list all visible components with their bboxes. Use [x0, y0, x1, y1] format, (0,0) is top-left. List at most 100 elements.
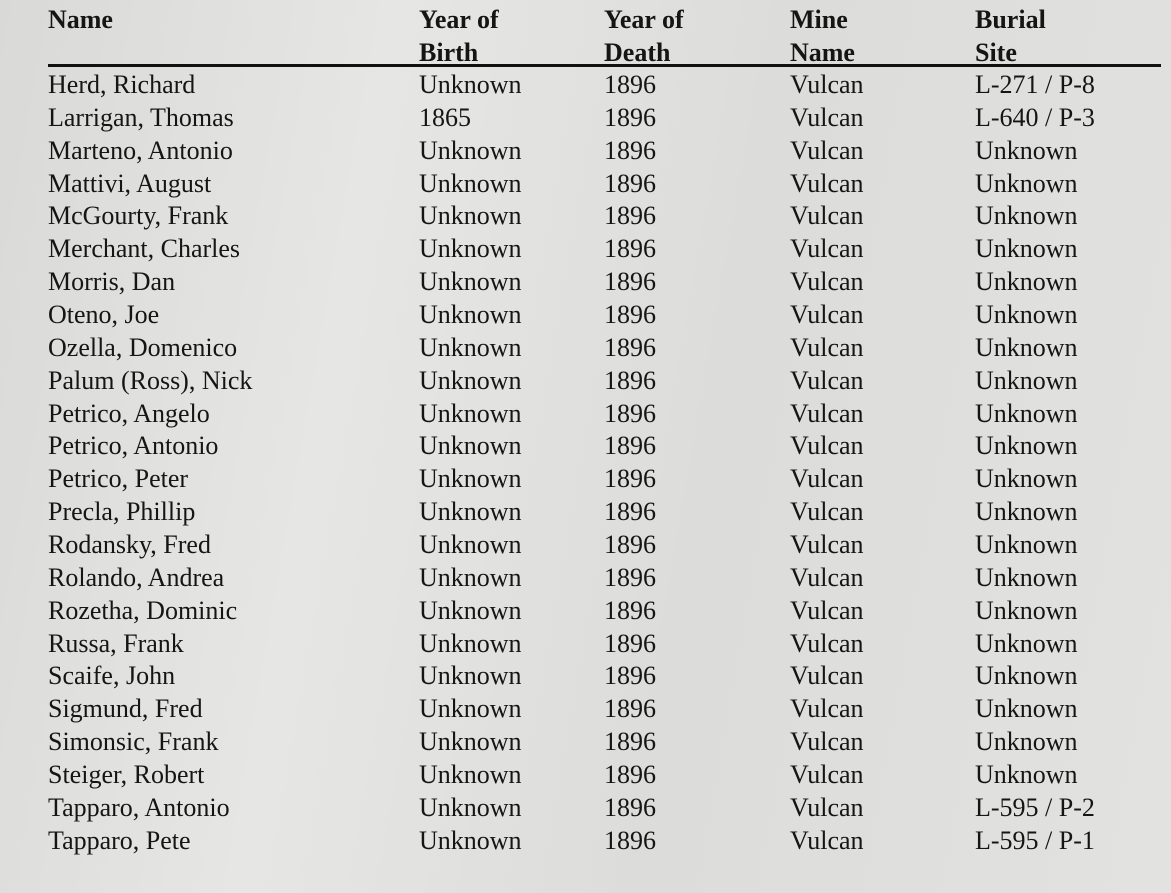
- cell-year-of-birth: Unknown: [419, 562, 522, 592]
- cell-mine-name: Vulcan: [790, 431, 864, 461]
- cell-year-of-birth: Unknown: [419, 365, 522, 395]
- cell-year-of-birth: Unknown: [419, 628, 522, 658]
- cell-name: Sigmund, Fred: [48, 694, 203, 724]
- cell-burial-site: Unknown: [975, 300, 1078, 330]
- table-row: Larrigan, Thomas 1865 1896 Vulcan L-640 / P-…: [0, 102, 1171, 135]
- cell-year-of-birth: Unknown: [419, 431, 522, 461]
- cell-burial-site: Unknown: [975, 595, 1078, 625]
- cell-burial-site: Unknown: [975, 431, 1078, 461]
- cell-mine-name: Vulcan: [790, 332, 864, 362]
- cell-year-of-birth: Unknown: [419, 70, 522, 99]
- header-year-of-death: Year of Death: [604, 3, 684, 69]
- cell-mine-name: Vulcan: [790, 727, 864, 757]
- cell-year-of-birth: Unknown: [419, 727, 522, 757]
- cell-name: Petrico, Angelo: [48, 398, 210, 428]
- cell-year-of-birth: Unknown: [419, 792, 522, 822]
- table-row: Rodansky, Fred Unknown 1896 Vulcan Unknown: [0, 529, 1171, 562]
- cell-name: Herd, Richard: [48, 70, 196, 99]
- cell-burial-site: L-595 / P-1: [975, 825, 1095, 855]
- cell-year-of-birth: Unknown: [419, 234, 522, 264]
- cell-burial-site: Unknown: [975, 135, 1078, 165]
- cell-year-of-birth: Unknown: [419, 300, 522, 330]
- cell-burial-site: Unknown: [975, 464, 1078, 494]
- cell-mine-name: Vulcan: [790, 398, 864, 428]
- cell-mine-name: Vulcan: [790, 595, 864, 625]
- header-rule: [48, 64, 1161, 67]
- header-line-2: Birth: [419, 38, 479, 67]
- cell-year-of-birth: Unknown: [419, 168, 522, 198]
- table-row: Scaife, John Unknown 1896 Vulcan Unknown: [0, 660, 1171, 693]
- header-burial-site: Burial Site: [975, 3, 1046, 69]
- table-row: Merchant, Charles Unknown 1896 Vulcan Unknow…: [0, 233, 1171, 266]
- table-row: Tapparo, Antonio Unknown 1896 Vulcan L-595 /…: [0, 792, 1171, 825]
- table-row: Marteno, Antonio Unknown 1896 Vulcan Unknown: [0, 135, 1171, 168]
- header-line-2: Name: [48, 5, 113, 34]
- cell-year-of-death: 1896: [604, 332, 656, 362]
- cell-mine-name: Vulcan: [790, 464, 864, 494]
- cell-year-of-birth: Unknown: [419, 760, 522, 790]
- cell-burial-site: Unknown: [975, 562, 1078, 592]
- table-row: Petrico, Antonio Unknown 1896 Vulcan Unknown: [0, 430, 1171, 463]
- cell-mine-name: Vulcan: [790, 234, 864, 264]
- cell-burial-site: Unknown: [975, 234, 1078, 264]
- table-row: Mattivi, August Unknown 1896 Vulcan Unknown: [0, 168, 1171, 201]
- cell-year-of-birth: 1865: [419, 102, 471, 132]
- cell-year-of-birth: Unknown: [419, 398, 522, 428]
- cell-mine-name: Vulcan: [790, 135, 864, 165]
- cell-year-of-birth: Unknown: [419, 201, 522, 231]
- cell-mine-name: Vulcan: [790, 825, 864, 855]
- table-body: Herd, Richard Unknown 1896 Vulcan L-271 / P-…: [0, 69, 1171, 858]
- cell-burial-site: Unknown: [975, 398, 1078, 428]
- cell-mine-name: Vulcan: [790, 792, 864, 822]
- cell-mine-name: Vulcan: [790, 365, 864, 395]
- header-year-of-birth: Year of Birth: [419, 3, 499, 69]
- cell-year-of-birth: Unknown: [419, 267, 522, 297]
- header-name: Name: [48, 3, 113, 36]
- table-row: Oteno, Joe Unknown 1896 Vulcan Unknown: [0, 299, 1171, 332]
- cell-burial-site: Unknown: [975, 332, 1078, 362]
- header-mine-name: Mine Name: [790, 3, 855, 69]
- table-row: Morris, Dan Unknown 1896 Vulcan Unknown: [0, 266, 1171, 299]
- cell-name: Mattivi, August: [48, 168, 212, 198]
- header-line-1: Mine: [790, 5, 848, 34]
- table-row: Precla, Phillip Unknown 1896 Vulcan Unknown: [0, 496, 1171, 529]
- header-line-2: Name: [790, 38, 855, 67]
- cell-burial-site: Unknown: [975, 201, 1078, 231]
- table-row: Rozetha, Dominic Unknown 1896 Vulcan Unknown: [0, 595, 1171, 628]
- cell-burial-site: Unknown: [975, 168, 1078, 198]
- table-row: Steiger, Robert Unknown 1896 Vulcan Unknown: [0, 759, 1171, 792]
- cell-year-of-death: 1896: [604, 234, 656, 264]
- cell-year-of-birth: Unknown: [419, 661, 522, 691]
- cell-year-of-birth: Unknown: [419, 694, 522, 724]
- header-line-1: Year of: [604, 5, 684, 34]
- header-line-2: Death: [604, 38, 671, 67]
- table-row: Tapparo, Pete Unknown 1896 Vulcan L-595 / P-…: [0, 825, 1171, 858]
- cell-name: Palum (Ross), Nick: [48, 365, 253, 395]
- cell-year-of-death: 1896: [604, 267, 656, 297]
- cell-mine-name: Vulcan: [790, 201, 864, 231]
- cell-name: Tapparo, Antonio: [48, 792, 230, 822]
- cell-year-of-birth: Unknown: [419, 332, 522, 362]
- cell-name: Simonsic, Frank: [48, 727, 219, 757]
- table-row: Russa, Frank Unknown 1896 Vulcan Unknown: [0, 628, 1171, 661]
- table-row: Palum (Ross), Nick Unknown 1896 Vulcan Unkno…: [0, 365, 1171, 398]
- cell-mine-name: Vulcan: [790, 760, 864, 790]
- cell-burial-site: Unknown: [975, 267, 1078, 297]
- cell-year-of-death: 1896: [604, 727, 656, 757]
- cell-year-of-death: 1896: [604, 661, 656, 691]
- cell-mine-name: Vulcan: [790, 661, 864, 691]
- table-row: Sigmund, Fred Unknown 1896 Vulcan Unknown: [0, 693, 1171, 726]
- cell-year-of-death: 1896: [604, 694, 656, 724]
- cell-burial-site: Unknown: [975, 661, 1078, 691]
- cell-burial-site: Unknown: [975, 760, 1078, 790]
- cell-name: Russa, Frank: [48, 628, 184, 658]
- cell-name: Marteno, Antonio: [48, 135, 233, 165]
- cell-year-of-death: 1896: [604, 201, 656, 231]
- table-row: Petrico, Peter Unknown 1896 Vulcan Unknown: [0, 463, 1171, 496]
- cell-year-of-death: 1896: [604, 825, 656, 855]
- cell-mine-name: Vulcan: [790, 102, 864, 132]
- cell-name: Rolando, Andrea: [48, 562, 225, 592]
- cell-burial-site: Unknown: [975, 694, 1078, 724]
- cell-name: Steiger, Robert: [48, 760, 205, 790]
- cell-year-of-birth: Unknown: [419, 464, 522, 494]
